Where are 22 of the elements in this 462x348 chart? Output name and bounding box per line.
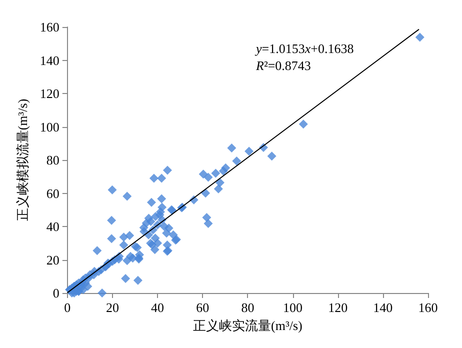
x-tick-label: 120	[328, 300, 348, 315]
x-tick-label: 60	[196, 300, 210, 315]
x-tick-label: 160	[418, 300, 438, 315]
y-tick-label: 60	[46, 186, 60, 201]
y-tick-label: 20	[46, 252, 60, 268]
y-tick-label: 120	[40, 86, 60, 101]
y-tick-label: 160	[40, 20, 60, 34]
annotation: y=1.0153x+0.1638	[254, 41, 354, 56]
x-axis-title: 正义峡实流量(m³/s)	[193, 318, 302, 333]
y-tick-label: 140	[40, 52, 60, 68]
x-tick-label: 20	[106, 300, 119, 315]
x-tick-label: 0	[64, 300, 71, 315]
annotation: R²=0.8743	[255, 58, 311, 73]
x-tick-label: 140	[373, 300, 393, 315]
y-tick-label: 80	[46, 152, 60, 168]
y-axis-title: 正义峡模拟流量(m³/s)	[15, 98, 30, 222]
y-tick-label: 0	[52, 286, 60, 300]
y-tick-label: 40	[46, 219, 60, 234]
y-tick-label: 100	[40, 119, 60, 134]
x-tick-label: 100	[283, 300, 303, 315]
x-tick-label: 40	[151, 300, 164, 315]
x-tick-label: 80	[241, 300, 254, 315]
